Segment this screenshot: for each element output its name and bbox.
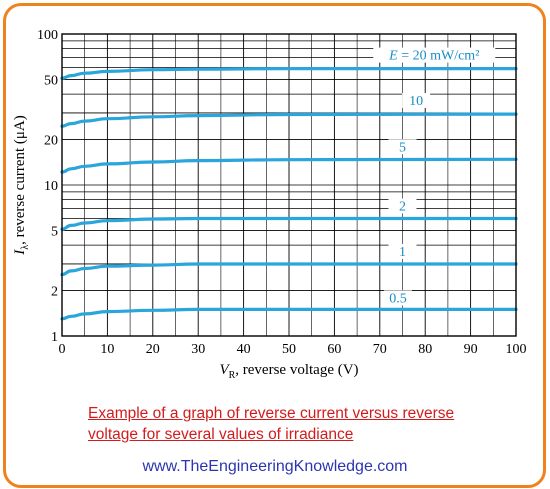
x-axis-label-rest: , reverse voltage (V) xyxy=(235,362,358,378)
series-label-group-1: 10 xyxy=(402,93,431,109)
x-tick-label: 40 xyxy=(237,342,251,357)
y-axis-label-main: I xyxy=(12,249,28,256)
series-label-bg xyxy=(388,198,417,214)
y-axis-label-sub: λ xyxy=(20,245,31,250)
series-label-4: 1 xyxy=(399,245,406,260)
caption-line-1: Example of a graph of reverse current ve… xyxy=(88,405,455,422)
x-tick-label: 60 xyxy=(327,342,341,357)
caption-line-2: voltage for several values of irradiance xyxy=(88,426,354,443)
x-tick-label: 0 xyxy=(59,342,66,357)
series-label-bg xyxy=(388,139,417,155)
series-line-5 xyxy=(60,307,518,321)
x-tick-label: 30 xyxy=(191,342,205,357)
series-label-group-2: 5 xyxy=(388,139,417,155)
series-label-1: 10 xyxy=(409,94,423,109)
y-tick-label: 50 xyxy=(44,73,58,88)
y-tick-label: 1 xyxy=(51,330,58,345)
x-tick-label: 50 xyxy=(282,342,296,357)
y-tick-label: 100 xyxy=(37,28,58,43)
figure-caption: Example of a graph of reverse current ve… xyxy=(88,403,508,445)
x-tick-label: 10 xyxy=(100,342,114,357)
series-label-2: 5 xyxy=(399,140,406,155)
series-line-0 xyxy=(60,66,518,80)
y-axis-label: Iλ, reverse current (μA) xyxy=(12,115,31,256)
x-tick-label: 20 xyxy=(146,342,160,357)
series-label-0: E = 20 mW/cm² xyxy=(388,49,479,64)
series-label-group-3: 2 xyxy=(388,198,417,214)
y-axis-label-rest: , reverse current (μA) xyxy=(12,115,28,245)
x-axis-label: VR, reverse voltage (V) xyxy=(219,362,358,381)
x-tick-label: 80 xyxy=(418,342,432,357)
website-link[interactable]: www.TheEngineeringKnowledge.com xyxy=(142,458,408,475)
series-label-3: 2 xyxy=(399,199,406,214)
series-label-group-5: 0.5 xyxy=(383,290,412,306)
series-label-group-0: E = 20 mW/cm² xyxy=(373,47,496,64)
series-label-bg xyxy=(383,290,412,306)
x-axis-label-main: V xyxy=(219,362,230,378)
plot-border xyxy=(61,33,517,337)
y-tick-label: 10 xyxy=(44,179,58,194)
series-label-5: 0.5 xyxy=(389,291,407,306)
series-label-bg xyxy=(373,47,496,63)
x-tick-label: 90 xyxy=(464,342,478,357)
reverse-current-chart: E = 20 mW/cm² 10 5 2 1 0.5 0 10 20 30 40 50 60 70 80 9… xyxy=(12,28,527,381)
x-axis-label-sub: R xyxy=(229,370,236,381)
y-tick-label: 2 xyxy=(51,285,58,300)
series-line-1 xyxy=(60,112,518,128)
chart-grid xyxy=(61,33,517,337)
series-label-group-4: 1 xyxy=(388,243,417,260)
chart-curves xyxy=(60,66,518,321)
x-tick-label: 70 xyxy=(373,342,387,357)
page-frame xyxy=(3,3,546,488)
y-tick-label: 20 xyxy=(44,134,58,149)
chart-labels: E = 20 mW/cm² 10 5 2 1 0.5 xyxy=(373,47,496,306)
series-line-4 xyxy=(60,262,518,277)
x-tick-label: 100 xyxy=(506,342,527,357)
series-line-3 xyxy=(60,216,518,231)
chart-ticks: 0 10 20 30 40 50 60 70 80 90 100 100 50 20 10 5 2 1 xyxy=(37,28,527,357)
series-label-bg xyxy=(388,243,417,259)
y-tick-label: 5 xyxy=(51,224,58,239)
series-label-bg xyxy=(402,93,431,109)
series-line-2 xyxy=(60,157,518,174)
